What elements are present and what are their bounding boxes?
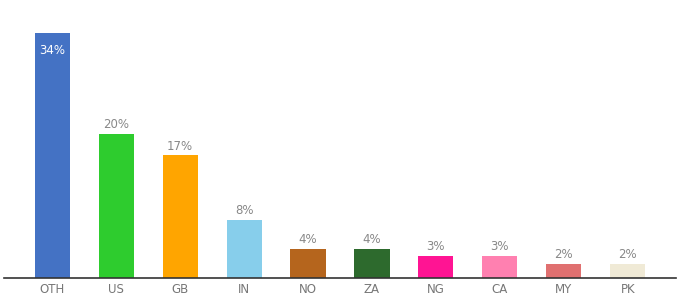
Bar	[99, 134, 134, 278]
Bar	[226, 220, 262, 278]
Bar	[610, 264, 645, 278]
Text: 4%: 4%	[299, 233, 318, 246]
Bar	[482, 256, 517, 278]
Bar	[35, 33, 70, 278]
Text: 2%: 2%	[618, 248, 637, 261]
Text: 4%: 4%	[362, 233, 381, 246]
Text: 17%: 17%	[167, 140, 193, 153]
Text: 8%: 8%	[235, 204, 254, 218]
Text: 3%: 3%	[490, 241, 509, 254]
Bar	[546, 264, 581, 278]
Bar	[290, 249, 326, 278]
Bar	[354, 249, 390, 278]
Text: 3%: 3%	[426, 241, 445, 254]
Text: 2%: 2%	[554, 248, 573, 261]
Bar	[418, 256, 454, 278]
Text: 20%: 20%	[103, 118, 129, 131]
Bar	[163, 155, 198, 278]
Text: 34%: 34%	[39, 44, 65, 57]
